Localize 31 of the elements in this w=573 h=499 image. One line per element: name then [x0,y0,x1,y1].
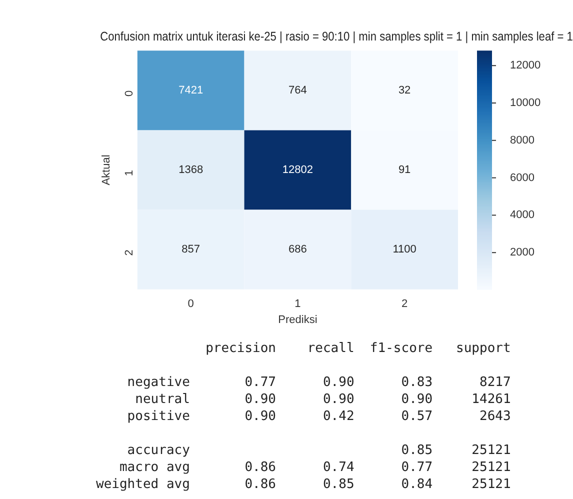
chart-title: Confusion matrix untuk iterasi ke-25 | rasio = 90:10 | min samples split = 1 | min samples leaf = 1 [100,28,573,44]
text: neutral 0.90 0.90 0.90 14261 [134,391,512,408]
y-tick-label: 2 [123,250,136,256]
data-label: 764 [288,84,307,96]
data-label: 1100 [392,244,416,256]
x-tick-label: 2 [402,298,408,310]
data-label: 32 [398,84,411,96]
y-axis-title: Aktual [100,154,113,186]
y-tick-label: 0 [123,90,136,97]
data-label: 857 [182,244,200,256]
data-label: 7421 [178,84,204,96]
x-axis-title: Prediksi [278,314,318,326]
color-bar-label: 12000 [510,60,541,72]
x-tick-label: 1 [294,298,301,310]
text: negative 0.77 0.90 0.83 8217 [126,374,512,391]
color-bar-label: 6000 [510,172,534,184]
color-bar-label: 8000 [510,134,534,146]
text: precision recall f1-score support [204,340,512,357]
text: positive 0.90 0.42 0.57 2643 [126,408,512,425]
x-tick-label: 0 [188,298,194,310]
text: macro avg 0.86 0.74 0.77 25121 [118,459,512,476]
color-bar-label: 2000 [510,246,534,259]
text: weighted avg 0.86 0.85 0.84 25121 [96,476,512,493]
y-tick-label: 1 [123,170,136,176]
color-bar-label: 4000 [510,209,534,222]
text: accuracy 0.85 25121 [126,442,512,459]
data-label: 91 [398,164,411,176]
data-label: 1368 [178,164,204,176]
data-label: 686 [288,244,307,256]
color-bar-label: 10000 [510,97,541,110]
data-label: 12802 [282,164,313,176]
